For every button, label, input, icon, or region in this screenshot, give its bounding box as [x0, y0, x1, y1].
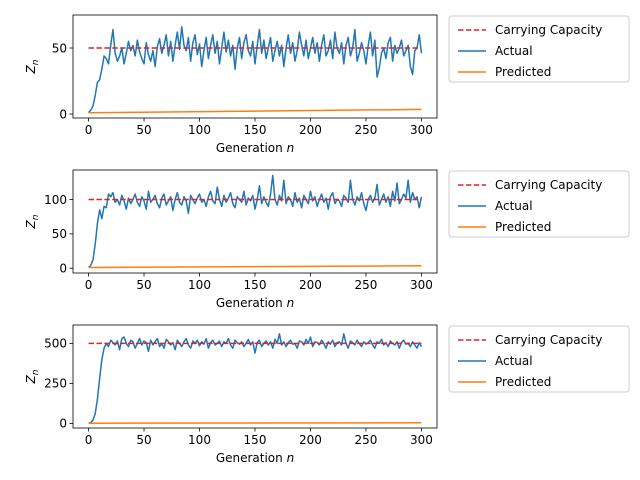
y-tick-label: 0: [59, 417, 67, 431]
x-tick-label: 200: [299, 123, 322, 137]
legend-label: Predicted: [495, 375, 551, 389]
y-tick-label: 250: [44, 377, 67, 391]
x-tick-label: 200: [299, 278, 322, 292]
series-line-actual: [88, 333, 423, 424]
x-tick-label: 250: [355, 433, 378, 447]
y-tick-label: 500: [44, 337, 67, 351]
x-axis-label: Generation n: [216, 296, 294, 310]
legend-label: Actual: [495, 44, 533, 58]
y-tick-label: 0: [59, 261, 67, 275]
x-tick-label: 300: [410, 123, 433, 137]
legend-label: Carrying Capacity: [495, 178, 602, 192]
legend: Carrying Capacity Actual Predicted: [448, 325, 630, 393]
x-tick-label: 150: [244, 278, 267, 292]
x-tick-label: 200: [299, 433, 322, 447]
x-tick-label: 150: [244, 433, 267, 447]
x-tick-label: 0: [85, 433, 93, 447]
x-tick-label: 0: [85, 278, 93, 292]
legend-label: Actual: [495, 199, 533, 213]
legend: Carrying Capacity Actual Predicted: [448, 170, 630, 238]
plot-frame: [72, 14, 438, 119]
x-tick-label: 0: [85, 123, 93, 137]
legend-box: [448, 15, 630, 83]
x-tick-label: 50: [136, 433, 151, 447]
y-tick-label: 50: [52, 227, 67, 241]
series-line-predicted: [88, 108, 422, 114]
legend-box: [448, 170, 630, 238]
x-axis-label: Generation n: [216, 141, 294, 155]
y-axis-label: Zn: [24, 369, 41, 384]
x-tick-label: 50: [136, 123, 151, 137]
legend: Carrying Capacity Actual Predicted: [448, 15, 630, 83]
chart-panel-2: 0 50 100 150 200 250 300 0 50 100 Generation n Zn Ca…: [24, 169, 630, 310]
chart-panel-3: 0 50 100 150 200 250 300 0 250 500 Generation n Zn C…: [24, 324, 630, 465]
x-tick-label: 100: [188, 278, 211, 292]
x-tick-label: 150: [244, 123, 267, 137]
legend-box: [448, 325, 630, 393]
x-tick-label: 250: [355, 123, 378, 137]
x-tick-label: 50: [136, 278, 151, 292]
x-tick-label: 100: [188, 433, 211, 447]
legend-label: Predicted: [495, 65, 551, 79]
x-tick-label: 300: [410, 433, 433, 447]
chart-panel-1: 0 50 100 150 200 250 300 0 50 Generation n Zn Carry…: [24, 14, 630, 155]
legend-label: Actual: [495, 354, 533, 368]
series-line-actual: [88, 174, 423, 269]
legend-label: Predicted: [495, 220, 551, 234]
legend-label: Carrying Capacity: [495, 333, 602, 347]
y-tick-label: 0: [59, 107, 67, 121]
y-axis-label: Zn: [24, 59, 41, 74]
y-tick-label: 100: [44, 193, 67, 207]
series-line-actual: [87, 26, 423, 114]
x-tick-label: 100: [188, 123, 211, 137]
x-tick-label: 250: [355, 278, 378, 292]
legend-label: Carrying Capacity: [495, 23, 602, 37]
plot-frame: [72, 169, 438, 274]
y-axis-label: Zn: [24, 214, 41, 229]
x-tick-label: 300: [410, 278, 433, 292]
series-line-predicted: [88, 265, 422, 269]
y-tick-label: 50: [52, 41, 67, 55]
x-axis-label: Generation n: [216, 451, 294, 465]
